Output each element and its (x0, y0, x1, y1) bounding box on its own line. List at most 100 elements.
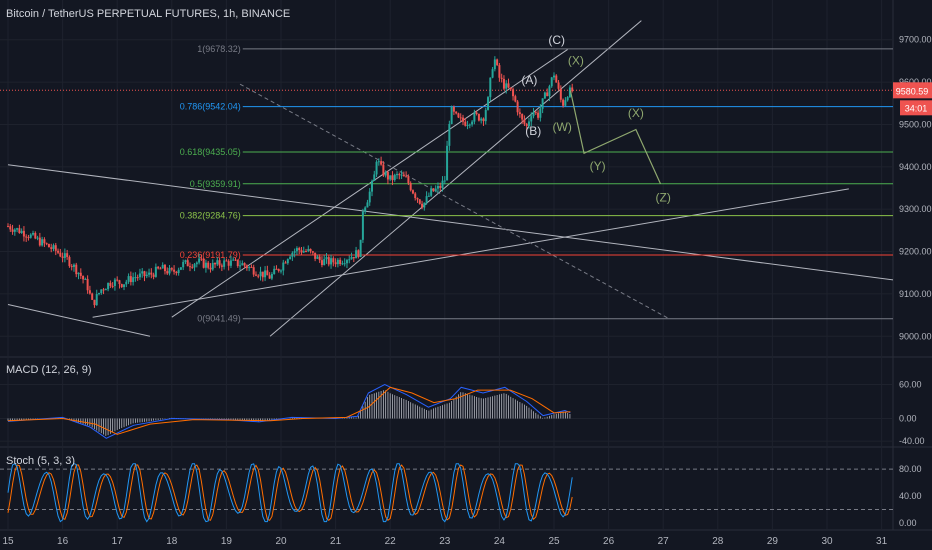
candle-body (393, 174, 396, 181)
candle-body (50, 247, 53, 249)
x-tick-label: 21 (330, 536, 342, 547)
candle-body (29, 234, 32, 238)
candle-body (291, 252, 294, 257)
candle-body (223, 260, 226, 267)
candle-body (179, 267, 182, 270)
candle-body (225, 260, 228, 262)
candle-body (254, 274, 257, 276)
candle-body (455, 111, 458, 114)
candle-body (170, 268, 173, 270)
candle-body (366, 202, 369, 208)
candle-body (250, 266, 253, 268)
price-tag-box (893, 82, 932, 99)
candle-body (311, 251, 314, 253)
candle-body (298, 248, 301, 251)
candle-body (91, 293, 94, 300)
stoch-y-tick-label: 0.00 (899, 518, 917, 528)
y-tick-label: 9000.00 (899, 331, 932, 341)
candle-body (482, 118, 485, 122)
candle-body (439, 186, 442, 188)
candle-body (184, 260, 187, 262)
candle-body (11, 229, 14, 232)
candle-body (505, 83, 508, 89)
candle-body (357, 250, 360, 257)
candle-body (464, 121, 467, 126)
candle-body (361, 211, 364, 240)
candle-body (154, 266, 157, 277)
candle-body (145, 274, 148, 277)
candle-body (336, 259, 339, 265)
candle-body (70, 266, 73, 268)
candle-body (63, 253, 66, 258)
channel-upper (269, 20, 642, 337)
candle-body (466, 125, 469, 127)
x-tick-label: 29 (767, 536, 779, 547)
chart-title: Bitcoin / TetherUS PERPETUAL FUTURES, 1h… (6, 8, 291, 20)
candle-body (143, 271, 146, 277)
candle-body (377, 161, 380, 163)
candle-body (512, 89, 515, 97)
candle-body (20, 230, 23, 234)
candle-body (352, 256, 355, 259)
candle-body (382, 164, 385, 176)
candle-body (186, 260, 189, 267)
candle-body (214, 262, 217, 265)
candle-body (259, 271, 262, 277)
candle-body (239, 265, 242, 267)
candle-body (487, 97, 490, 110)
candle-body (541, 98, 544, 109)
candle-body (75, 264, 78, 275)
candle-body (257, 275, 260, 277)
candle-body (411, 190, 414, 194)
candle-body (113, 279, 116, 286)
candle-body (543, 92, 546, 99)
candle-body (141, 271, 144, 274)
candle-body (398, 174, 401, 176)
candle-body (546, 92, 549, 97)
candle-body (373, 174, 376, 181)
candle-body (134, 277, 137, 279)
candle-body (9, 226, 12, 230)
candle-body (72, 264, 75, 267)
macd-y-tick-label: -40.00 (899, 436, 925, 446)
x-tick-label: 16 (57, 536, 69, 547)
candle-body (509, 87, 512, 90)
stoch-d-line (7, 464, 573, 522)
candle-body (200, 258, 203, 260)
candle-body (462, 117, 464, 122)
candle-body (177, 269, 180, 274)
dashed-fib-diagonal (239, 83, 669, 319)
candle-body (264, 270, 267, 278)
candle-body (314, 252, 317, 259)
candle-body (325, 257, 328, 260)
candle-body (323, 259, 326, 266)
candle-body (27, 237, 30, 239)
candle-body (416, 198, 419, 200)
candle-body (498, 65, 501, 78)
y-tick-label: 9400.00 (899, 162, 932, 172)
x-tick-label: 28 (712, 536, 724, 547)
candle-body (79, 272, 82, 276)
candle-body (364, 207, 367, 212)
candle-body (434, 188, 437, 192)
candle-body (204, 262, 207, 268)
candle-body (480, 118, 483, 121)
candle-body (211, 262, 214, 270)
candle-body (568, 87, 571, 98)
candle-body (191, 266, 194, 268)
candle-body (423, 202, 426, 208)
trendline-long-down (7, 164, 893, 281)
candle-body (118, 280, 121, 285)
countdown-box (900, 100, 932, 116)
candle-body (47, 244, 50, 248)
candle-body (405, 176, 408, 178)
candle-body (309, 248, 312, 252)
x-tick-label: 22 (385, 536, 397, 547)
candle-body (436, 186, 439, 189)
candle-body (38, 237, 41, 246)
candle-body (368, 191, 371, 203)
candle-body (132, 277, 135, 283)
candle-body (350, 256, 353, 260)
candle-body (320, 260, 323, 266)
